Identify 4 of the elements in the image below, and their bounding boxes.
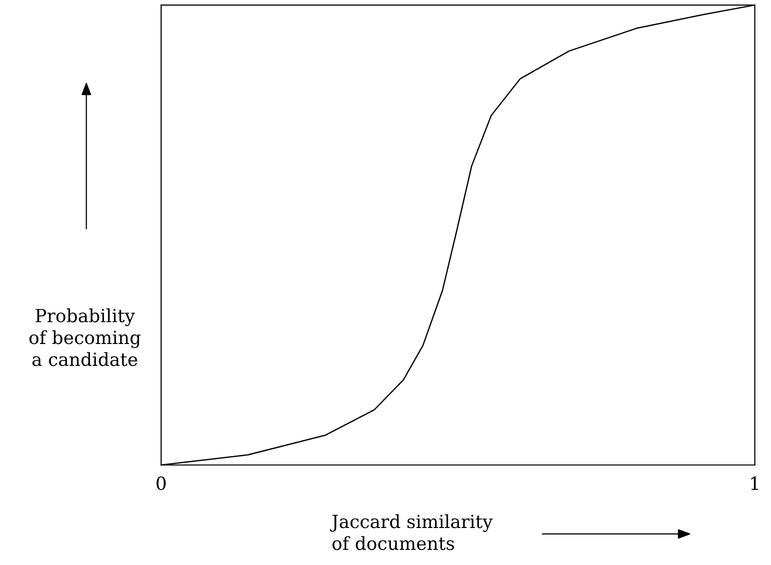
y-axis-title: Probability of becoming a candidate [29,308,141,366]
x-tick-label: 1 [751,476,758,490]
x-axis-title: Jaccard similarity of documents [330,514,493,550]
x-tick-label: 0 [156,476,166,490]
